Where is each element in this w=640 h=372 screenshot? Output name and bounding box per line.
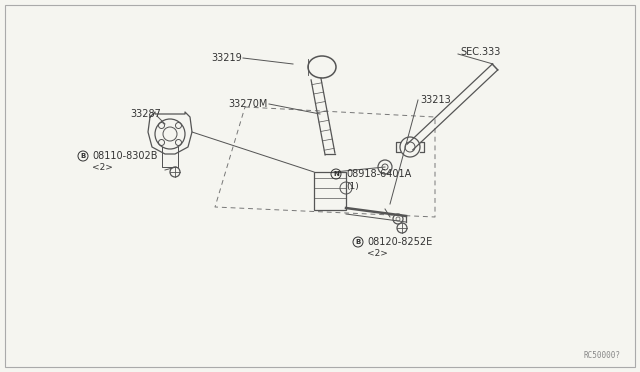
Bar: [314, 172, 346, 210]
Text: 33270M: 33270M: [228, 99, 268, 109]
Text: 33213: 33213: [420, 95, 451, 105]
Text: <2>: <2>: [92, 164, 113, 173]
Text: 08110-8302B: 08110-8302B: [92, 151, 157, 161]
Text: <2>: <2>: [367, 250, 388, 259]
Text: 33287: 33287: [130, 109, 161, 119]
Text: 33219: 33219: [211, 53, 242, 63]
Text: 08120-8252E: 08120-8252E: [367, 237, 432, 247]
Text: RC50000?: RC50000?: [583, 351, 620, 360]
Text: (1): (1): [346, 182, 359, 190]
Text: 08918-6401A: 08918-6401A: [346, 169, 412, 179]
Text: B: B: [81, 153, 86, 159]
Text: B: B: [355, 239, 360, 245]
Text: SEC.333: SEC.333: [460, 47, 500, 57]
Text: N: N: [333, 171, 339, 177]
